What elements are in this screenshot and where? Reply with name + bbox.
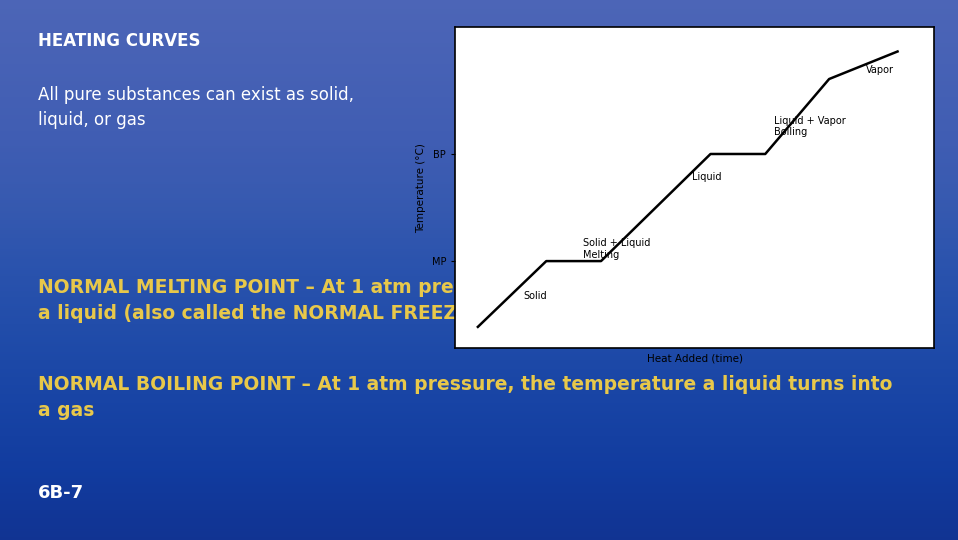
Text: Liquid: Liquid (693, 172, 721, 182)
Y-axis label: Temperature (°C): Temperature (°C) (416, 143, 426, 233)
Text: Liquid + Vapor
Boiling: Liquid + Vapor Boiling (774, 116, 846, 137)
Text: All pure substances can exist as solid,
liquid, or gas: All pure substances can exist as solid, … (38, 86, 354, 130)
Text: Vapor: Vapor (866, 65, 894, 75)
Text: HEATING CURVES: HEATING CURVES (38, 32, 201, 50)
Text: Solid + Liquid
Melting: Solid + Liquid Melting (582, 238, 650, 260)
Text: NORMAL MELTING POINT – At 1 atm pressure, the temperature a solid turns into
a l: NORMAL MELTING POINT – At 1 atm pressure… (38, 278, 887, 323)
Text: 6B-7: 6B-7 (38, 484, 84, 502)
Text: Solid: Solid (523, 291, 547, 301)
X-axis label: Heat Added (time): Heat Added (time) (647, 354, 742, 364)
Text: NORMAL BOILING POINT – At 1 atm pressure, the temperature a liquid turns into
a : NORMAL BOILING POINT – At 1 atm pressure… (38, 375, 893, 420)
